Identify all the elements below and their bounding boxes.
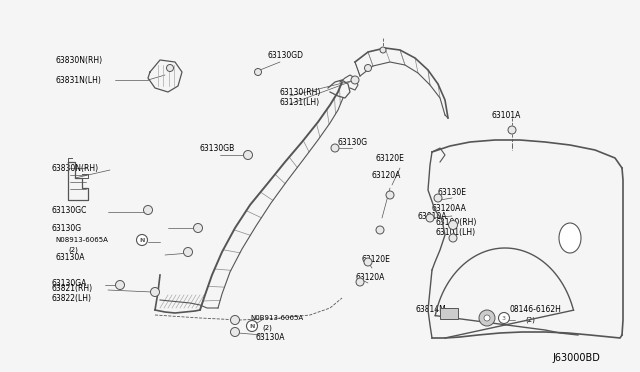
Circle shape <box>193 224 202 232</box>
Text: 63830N(RH): 63830N(RH) <box>52 164 99 173</box>
Text: 63120A: 63120A <box>355 273 385 282</box>
Text: 63120A: 63120A <box>372 170 401 180</box>
Text: 63130A: 63130A <box>55 253 84 263</box>
Text: 63130G: 63130G <box>338 138 368 147</box>
Text: 63814M: 63814M <box>415 305 445 314</box>
Circle shape <box>364 258 372 266</box>
Circle shape <box>230 315 239 324</box>
Circle shape <box>143 205 152 215</box>
Text: 63101A: 63101A <box>492 110 522 119</box>
Text: 63120AA: 63120AA <box>432 203 467 212</box>
Circle shape <box>365 64 371 71</box>
Text: 63120E: 63120E <box>375 154 404 163</box>
Circle shape <box>479 310 495 326</box>
Ellipse shape <box>559 223 581 253</box>
Text: N: N <box>140 237 145 243</box>
Circle shape <box>356 278 364 286</box>
Text: (2): (2) <box>68 247 78 253</box>
Text: 63100(RH): 63100(RH) <box>435 218 476 227</box>
Text: 3: 3 <box>502 315 506 321</box>
Text: 63830N(RH): 63830N(RH) <box>55 55 102 64</box>
Text: 63821(RH): 63821(RH) <box>52 283 93 292</box>
Circle shape <box>331 144 339 152</box>
Circle shape <box>150 288 159 296</box>
Circle shape <box>376 226 384 234</box>
Text: (2): (2) <box>525 317 535 323</box>
Text: 63130G: 63130G <box>52 224 82 232</box>
Circle shape <box>115 280 125 289</box>
Text: 63101(LH): 63101(LH) <box>435 228 475 237</box>
Text: N0B913-6065A: N0B913-6065A <box>250 315 303 321</box>
Circle shape <box>449 234 457 242</box>
Text: 63010A: 63010A <box>418 212 447 221</box>
Text: J63000BD: J63000BD <box>552 353 600 363</box>
Text: 63831N(LH): 63831N(LH) <box>55 76 101 84</box>
Circle shape <box>449 221 458 230</box>
Text: 63130(RH): 63130(RH) <box>280 87 321 96</box>
Text: (2): (2) <box>262 325 272 331</box>
Circle shape <box>434 194 442 202</box>
Text: N08913-6065A: N08913-6065A <box>55 237 108 243</box>
Text: 63130GB: 63130GB <box>200 144 236 153</box>
Text: 63130E: 63130E <box>438 187 467 196</box>
Circle shape <box>426 214 434 222</box>
Circle shape <box>499 312 509 324</box>
Text: N: N <box>250 324 255 328</box>
Circle shape <box>246 321 257 331</box>
Circle shape <box>230 327 239 337</box>
Text: 63130GC: 63130GC <box>52 205 88 215</box>
Circle shape <box>243 151 253 160</box>
Circle shape <box>484 315 490 321</box>
Text: 63822(LH): 63822(LH) <box>52 294 92 302</box>
Text: 08146-6162H: 08146-6162H <box>510 305 562 314</box>
Circle shape <box>386 191 394 199</box>
Text: 63131(LH): 63131(LH) <box>280 97 320 106</box>
Circle shape <box>351 76 359 84</box>
Circle shape <box>136 234 147 246</box>
Circle shape <box>255 68 262 76</box>
Circle shape <box>166 64 173 71</box>
Text: 63130A: 63130A <box>255 334 285 343</box>
Bar <box>440 308 458 319</box>
Text: 63130GD: 63130GD <box>268 51 304 60</box>
Circle shape <box>184 247 193 257</box>
Circle shape <box>508 126 516 134</box>
Text: 63130GA: 63130GA <box>52 279 88 288</box>
Text: 63120E: 63120E <box>362 256 391 264</box>
Circle shape <box>380 47 386 53</box>
